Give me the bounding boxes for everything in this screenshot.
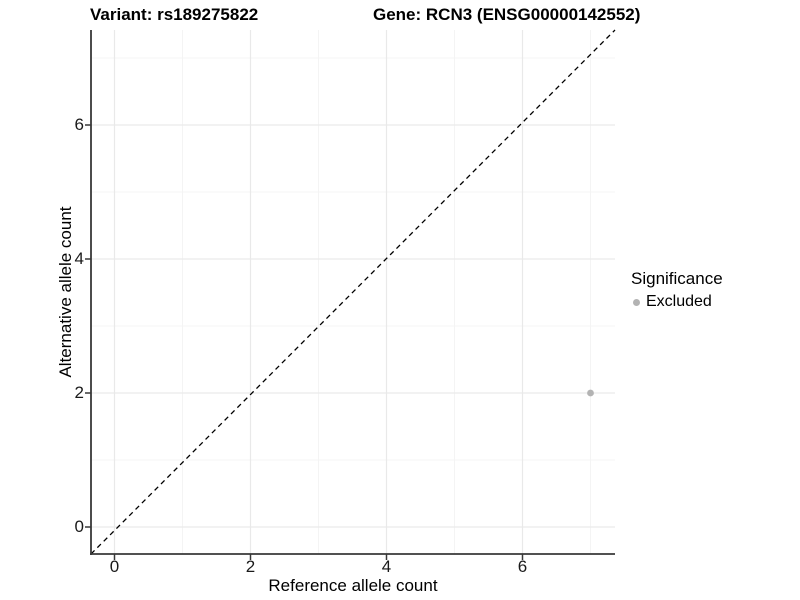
- legend-point-icon: [633, 298, 640, 306]
- y-tick-label: 0: [74, 517, 84, 536]
- plot-title-gene: Gene: RCN3 (ENSG00000142552): [373, 5, 641, 24]
- plot-title-variant: Variant: rs189275822: [90, 5, 259, 24]
- x-tick-label: 0: [109, 557, 120, 576]
- x-tick-label: 2: [245, 557, 256, 576]
- y-tick-label: 6: [74, 115, 84, 134]
- y-tick-label: 2: [74, 383, 84, 402]
- data-point: [587, 389, 594, 397]
- y-tick-label: 4: [74, 249, 84, 268]
- x-tick-label: 6: [517, 557, 528, 576]
- legend: Significance Excluded: [631, 269, 796, 311]
- x-tick-label: 4: [381, 557, 392, 576]
- legend-item-label: Excluded: [646, 293, 712, 310]
- legend-item-excluded: Excluded: [631, 293, 796, 311]
- identity-reference-line: [90, 29, 616, 555]
- legend-title: Significance: [631, 269, 723, 288]
- x-axis-title: Reference allele count: [268, 576, 438, 595]
